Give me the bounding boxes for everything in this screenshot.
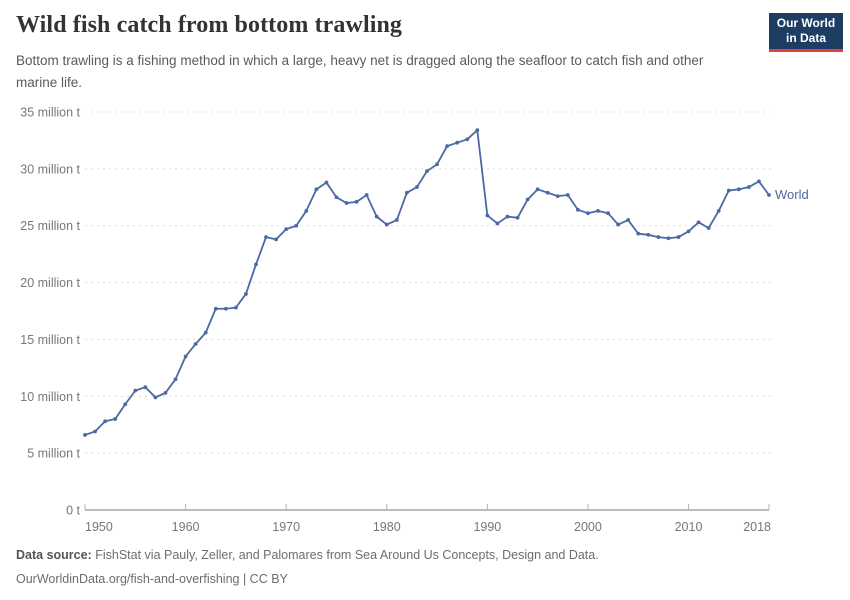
data-point-2003[interactable]	[616, 222, 621, 227]
data-source-line: Data source: FishStat via Pauly, Zeller,…	[16, 543, 816, 567]
data-point-1963[interactable]	[213, 306, 218, 311]
series-label-world[interactable]: World	[775, 187, 809, 202]
data-point-1974[interactable]	[324, 180, 329, 185]
data-point-1986[interactable]	[445, 144, 450, 149]
y-axis-label-10: 10 million t	[20, 390, 80, 404]
y-axis-label-35: 35 million t	[20, 106, 80, 120]
data-point-1987[interactable]	[455, 140, 460, 145]
x-axis-label-1980: 1980	[373, 520, 401, 534]
data-point-1981[interactable]	[394, 218, 399, 222]
data-point-1995[interactable]	[535, 187, 540, 192]
data-point-2011[interactable]	[696, 220, 701, 225]
data-point-2000[interactable]	[586, 211, 590, 216]
y-axis-label-25: 25 million t	[20, 219, 80, 233]
data-point-2002[interactable]	[606, 211, 610, 216]
data-point-1994[interactable]	[525, 197, 530, 202]
data-point-1984[interactable]	[425, 169, 429, 174]
owid-logo-line1: Our World	[776, 16, 836, 30]
data-point-1988[interactable]	[465, 137, 470, 142]
y-axis-label-30: 30 million t	[20, 162, 80, 176]
data-point-1960[interactable]	[183, 354, 188, 359]
data-point-1998[interactable]	[565, 193, 570, 197]
data-point-1954[interactable]	[123, 402, 128, 407]
data-point-2017[interactable]	[757, 179, 761, 184]
y-axis-label-15: 15 million t	[20, 333, 80, 347]
data-point-1991[interactable]	[495, 221, 500, 226]
data-point-1951[interactable]	[93, 429, 97, 434]
data-point-1953[interactable]	[113, 417, 118, 421]
data-point-1965[interactable]	[233, 305, 238, 310]
data-source-text: FishStat via Pauly, Zeller, and Palomare…	[95, 548, 599, 562]
data-point-2012[interactable]	[706, 226, 711, 230]
data-point-2006[interactable]	[646, 232, 651, 237]
data-point-1980[interactable]	[384, 222, 389, 227]
data-point-1970[interactable]	[284, 227, 289, 232]
data-point-1964[interactable]	[223, 306, 228, 311]
data-point-2014[interactable]	[726, 188, 731, 193]
x-axis-label-2010: 2010	[675, 520, 703, 534]
data-point-1961[interactable]	[193, 342, 198, 346]
page-title: Wild fish catch from bottom trawling	[16, 12, 403, 38]
data-point-1990[interactable]	[485, 213, 490, 218]
data-point-1971[interactable]	[294, 223, 299, 228]
data-point-2008[interactable]	[666, 236, 671, 241]
license-line[interactable]: OurWorldinData.org/fish-and-overfishing …	[16, 572, 288, 586]
chart-footer: Data source: FishStat via Pauly, Zeller,…	[16, 543, 816, 591]
data-point-1958[interactable]	[163, 390, 168, 395]
x-axis-label-1960: 1960	[172, 520, 200, 534]
data-source-label: Data source:	[16, 548, 92, 562]
data-point-2009[interactable]	[676, 235, 681, 239]
data-point-1966[interactable]	[244, 292, 248, 296]
data-point-1959[interactable]	[173, 377, 178, 382]
x-axis-label-1970: 1970	[272, 520, 300, 534]
data-point-1972[interactable]	[304, 209, 309, 213]
chart-subtitle: Bottom trawling is a fishing method in w…	[16, 53, 704, 90]
data-point-1983[interactable]	[415, 185, 419, 189]
data-point-2018[interactable]	[767, 193, 771, 197]
data-point-2013[interactable]	[716, 209, 721, 213]
data-point-1968[interactable]	[264, 235, 268, 239]
data-point-1992[interactable]	[505, 214, 510, 219]
data-point-2005[interactable]	[636, 231, 641, 236]
data-point-1982[interactable]	[404, 190, 409, 195]
data-point-1962[interactable]	[203, 330, 208, 335]
y-axis-label-0: 0 t	[66, 504, 80, 518]
data-point-1956[interactable]	[143, 385, 148, 390]
data-point-1977[interactable]	[354, 199, 359, 204]
y-axis-label-20: 20 million t	[20, 276, 80, 290]
x-axis-label-1950: 1950	[85, 520, 113, 534]
data-point-1952[interactable]	[103, 419, 108, 424]
data-point-1989[interactable]	[475, 128, 480, 133]
data-point-1999[interactable]	[575, 207, 580, 212]
data-point-1979[interactable]	[374, 214, 379, 219]
data-point-1955[interactable]	[133, 388, 138, 393]
owid-logo[interactable]: Our World in Data	[769, 13, 843, 52]
x-axis-label-2018: 2018	[743, 520, 771, 534]
data-point-1976[interactable]	[344, 201, 349, 205]
x-axis-label-1990: 1990	[473, 520, 501, 534]
data-point-1950[interactable]	[83, 433, 87, 437]
data-point-1957[interactable]	[153, 395, 158, 400]
data-point-2010[interactable]	[686, 229, 691, 234]
data-point-2007[interactable]	[656, 235, 661, 239]
data-point-1997[interactable]	[555, 194, 560, 199]
data-point-1973[interactable]	[314, 187, 319, 192]
data-point-1975[interactable]	[334, 195, 339, 200]
data-point-1993[interactable]	[515, 215, 520, 220]
data-point-1967[interactable]	[254, 262, 258, 267]
y-axis-label-5: 5 million t	[27, 447, 80, 461]
data-point-2015[interactable]	[736, 187, 741, 192]
data-point-2001[interactable]	[596, 209, 600, 213]
data-point-1978[interactable]	[364, 193, 369, 197]
data-point-2004[interactable]	[626, 218, 631, 222]
data-point-1985[interactable]	[435, 162, 439, 167]
data-point-1996[interactable]	[545, 190, 550, 195]
x-axis-label-2000: 2000	[574, 520, 602, 534]
owid-logo-line2: in Data	[785, 31, 826, 45]
data-point-2016[interactable]	[746, 185, 751, 189]
data-point-1969[interactable]	[274, 237, 279, 242]
